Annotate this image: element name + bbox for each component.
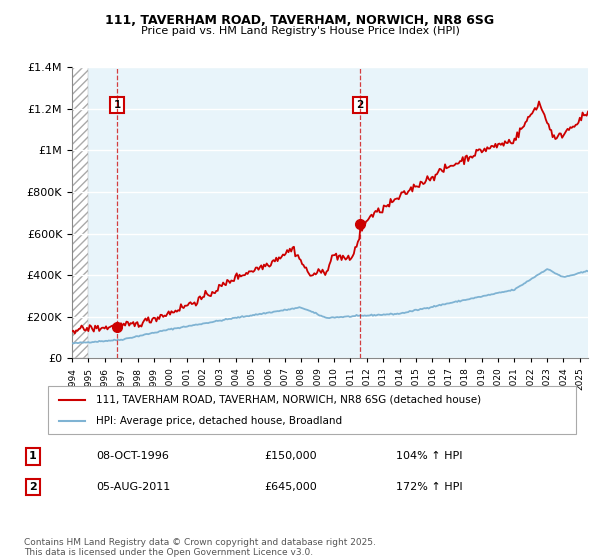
Text: 1: 1: [114, 100, 121, 110]
Text: Price paid vs. HM Land Registry's House Price Index (HPI): Price paid vs. HM Land Registry's House …: [140, 26, 460, 36]
Text: £150,000: £150,000: [264, 451, 317, 461]
Text: 111, TAVERHAM ROAD, TAVERHAM, NORWICH, NR8 6SG (detached house): 111, TAVERHAM ROAD, TAVERHAM, NORWICH, N…: [95, 395, 481, 405]
Text: 05-AUG-2011: 05-AUG-2011: [96, 482, 170, 492]
Text: 2: 2: [29, 482, 37, 492]
Text: 2: 2: [356, 100, 364, 110]
Text: 111, TAVERHAM ROAD, TAVERHAM, NORWICH, NR8 6SG: 111, TAVERHAM ROAD, TAVERHAM, NORWICH, N…: [106, 14, 494, 27]
Text: HPI: Average price, detached house, Broadland: HPI: Average price, detached house, Broa…: [95, 416, 341, 426]
Text: Contains HM Land Registry data © Crown copyright and database right 2025.
This d: Contains HM Land Registry data © Crown c…: [24, 538, 376, 557]
Text: 08-OCT-1996: 08-OCT-1996: [96, 451, 169, 461]
Text: 1: 1: [29, 451, 37, 461]
Text: 172% ↑ HPI: 172% ↑ HPI: [396, 482, 463, 492]
Text: £645,000: £645,000: [264, 482, 317, 492]
Text: 104% ↑ HPI: 104% ↑ HPI: [396, 451, 463, 461]
FancyBboxPatch shape: [48, 386, 576, 434]
